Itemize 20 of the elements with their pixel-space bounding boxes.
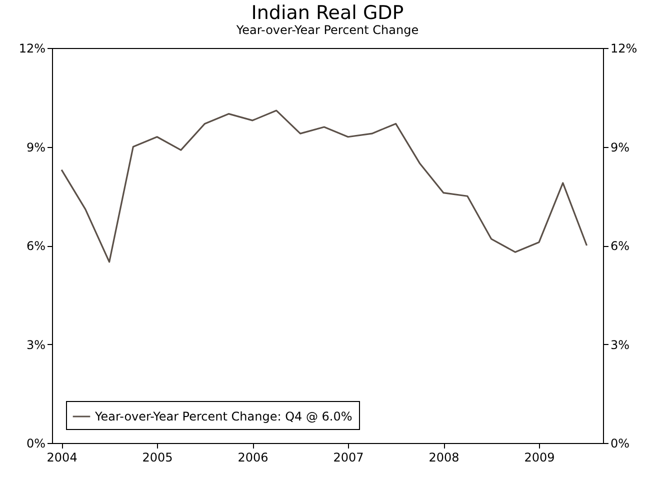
y-tick-label: 0% xyxy=(26,436,46,450)
y-tick-label: 6% xyxy=(26,239,46,253)
y-tick-label: 12% xyxy=(18,42,46,56)
line-series xyxy=(60,110,588,263)
legend-label: Year-over-Year Percent Change: Q4 @ 6.0% xyxy=(94,410,352,424)
y2-tick-label: 3% xyxy=(610,338,630,352)
y2-tick-label: 0% xyxy=(610,436,630,450)
chart-title: Indian Real GDP xyxy=(251,2,404,24)
y-tick-label: 9% xyxy=(26,140,46,154)
x-tick-label: 2006 xyxy=(238,450,268,464)
x-tick-label: 2004 xyxy=(46,450,78,464)
x-tick-label: 2005 xyxy=(142,450,173,464)
y-tick-label: 3% xyxy=(26,338,46,352)
x-tick-label: 2009 xyxy=(524,450,555,464)
y2-tick-label: 6% xyxy=(610,239,630,253)
y2-tick-label: 9% xyxy=(610,140,630,154)
x-tick-label: 2008 xyxy=(428,450,460,464)
y2-tick-label: 12% xyxy=(610,42,638,56)
chart-subtitle: Year-over-Year Percent Change xyxy=(235,23,419,37)
x-tick-label: 2007 xyxy=(333,450,364,464)
